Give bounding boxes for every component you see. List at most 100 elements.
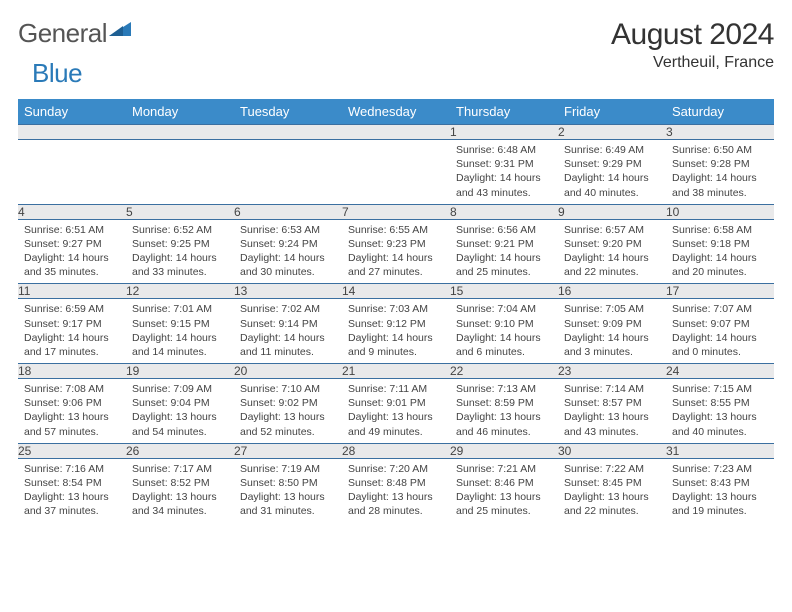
day-details-cell: Sunrise: 7:09 AMSunset: 9:04 PMDaylight:… bbox=[126, 379, 234, 444]
day-details: Sunrise: 7:15 AMSunset: 8:55 PMDaylight:… bbox=[666, 379, 774, 443]
day-details: Sunrise: 6:50 AMSunset: 9:28 PMDaylight:… bbox=[666, 140, 774, 204]
day-details: Sunrise: 6:56 AMSunset: 9:21 PMDaylight:… bbox=[450, 220, 558, 284]
day-number-cell: 27 bbox=[234, 443, 342, 458]
day-details: Sunrise: 7:23 AMSunset: 8:43 PMDaylight:… bbox=[666, 459, 774, 523]
calendar-table: SundayMondayTuesdayWednesdayThursdayFrid… bbox=[18, 99, 774, 522]
day-number-cell: 21 bbox=[342, 364, 450, 379]
day-details: Sunrise: 7:22 AMSunset: 8:45 PMDaylight:… bbox=[558, 459, 666, 523]
day-number-cell: 14 bbox=[342, 284, 450, 299]
calendar-head: SundayMondayTuesdayWednesdayThursdayFrid… bbox=[18, 99, 774, 125]
day-number-cell: 7 bbox=[342, 204, 450, 219]
day-details: Sunrise: 7:16 AMSunset: 8:54 PMDaylight:… bbox=[18, 459, 126, 523]
details-row: Sunrise: 7:16 AMSunset: 8:54 PMDaylight:… bbox=[18, 458, 774, 522]
day-number-cell: 30 bbox=[558, 443, 666, 458]
day-details-cell: Sunrise: 6:59 AMSunset: 9:17 PMDaylight:… bbox=[18, 299, 126, 364]
day-details: Sunrise: 7:17 AMSunset: 8:52 PMDaylight:… bbox=[126, 459, 234, 523]
day-details: Sunrise: 7:19 AMSunset: 8:50 PMDaylight:… bbox=[234, 459, 342, 523]
day-details-cell: Sunrise: 6:56 AMSunset: 9:21 PMDaylight:… bbox=[450, 219, 558, 284]
day-details: Sunrise: 7:10 AMSunset: 9:02 PMDaylight:… bbox=[234, 379, 342, 443]
day-number-cell: 29 bbox=[450, 443, 558, 458]
day-number-cell: 15 bbox=[450, 284, 558, 299]
day-details: Sunrise: 7:21 AMSunset: 8:46 PMDaylight:… bbox=[450, 459, 558, 523]
day-details-cell: Sunrise: 6:57 AMSunset: 9:20 PMDaylight:… bbox=[558, 219, 666, 284]
day-header: Tuesday bbox=[234, 99, 342, 125]
day-details: Sunrise: 6:55 AMSunset: 9:23 PMDaylight:… bbox=[342, 220, 450, 284]
day-number-cell: 5 bbox=[126, 204, 234, 219]
month-title: August 2024 bbox=[611, 18, 774, 52]
daynum-row: 45678910 bbox=[18, 204, 774, 219]
day-number-cell: 19 bbox=[126, 364, 234, 379]
day-number-cell: 17 bbox=[666, 284, 774, 299]
day-details-cell: Sunrise: 7:08 AMSunset: 9:06 PMDaylight:… bbox=[18, 379, 126, 444]
day-details: Sunrise: 6:59 AMSunset: 9:17 PMDaylight:… bbox=[18, 299, 126, 363]
daynum-row: 11121314151617 bbox=[18, 284, 774, 299]
daynum-row: 25262728293031 bbox=[18, 443, 774, 458]
details-row: Sunrise: 6:48 AMSunset: 9:31 PMDaylight:… bbox=[18, 140, 774, 205]
day-details-cell bbox=[234, 140, 342, 205]
day-details: Sunrise: 7:01 AMSunset: 9:15 PMDaylight:… bbox=[126, 299, 234, 363]
day-details: Sunrise: 7:20 AMSunset: 8:48 PMDaylight:… bbox=[342, 459, 450, 523]
day-details: Sunrise: 6:58 AMSunset: 9:18 PMDaylight:… bbox=[666, 220, 774, 284]
day-details-cell: Sunrise: 7:16 AMSunset: 8:54 PMDaylight:… bbox=[18, 458, 126, 522]
day-details-cell: Sunrise: 6:58 AMSunset: 9:18 PMDaylight:… bbox=[666, 219, 774, 284]
day-number-cell: 16 bbox=[558, 284, 666, 299]
day-details: Sunrise: 6:53 AMSunset: 9:24 PMDaylight:… bbox=[234, 220, 342, 284]
day-details-cell: Sunrise: 7:17 AMSunset: 8:52 PMDaylight:… bbox=[126, 458, 234, 522]
day-details-cell: Sunrise: 6:53 AMSunset: 9:24 PMDaylight:… bbox=[234, 219, 342, 284]
day-number-cell: 24 bbox=[666, 364, 774, 379]
day-details-cell: Sunrise: 6:52 AMSunset: 9:25 PMDaylight:… bbox=[126, 219, 234, 284]
calendar-body: 123Sunrise: 6:48 AMSunset: 9:31 PMDaylig… bbox=[18, 125, 774, 523]
day-number-cell bbox=[342, 125, 450, 140]
day-number-cell: 3 bbox=[666, 125, 774, 140]
day-details: Sunrise: 7:11 AMSunset: 9:01 PMDaylight:… bbox=[342, 379, 450, 443]
day-number-cell: 4 bbox=[18, 204, 126, 219]
day-number-cell: 8 bbox=[450, 204, 558, 219]
day-number-cell: 22 bbox=[450, 364, 558, 379]
day-details: Sunrise: 6:52 AMSunset: 9:25 PMDaylight:… bbox=[126, 220, 234, 284]
day-details-cell: Sunrise: 7:04 AMSunset: 9:10 PMDaylight:… bbox=[450, 299, 558, 364]
daynum-row: 18192021222324 bbox=[18, 364, 774, 379]
day-details-cell: Sunrise: 7:23 AMSunset: 8:43 PMDaylight:… bbox=[666, 458, 774, 522]
day-details-cell: Sunrise: 6:55 AMSunset: 9:23 PMDaylight:… bbox=[342, 219, 450, 284]
day-header: Wednesday bbox=[342, 99, 450, 125]
day-details-cell bbox=[18, 140, 126, 205]
day-details-cell: Sunrise: 7:20 AMSunset: 8:48 PMDaylight:… bbox=[342, 458, 450, 522]
day-details-cell: Sunrise: 7:02 AMSunset: 9:14 PMDaylight:… bbox=[234, 299, 342, 364]
day-number-cell: 11 bbox=[18, 284, 126, 299]
day-number-cell: 31 bbox=[666, 443, 774, 458]
day-details: Sunrise: 7:07 AMSunset: 9:07 PMDaylight:… bbox=[666, 299, 774, 363]
day-details-cell: Sunrise: 6:50 AMSunset: 9:28 PMDaylight:… bbox=[666, 140, 774, 205]
brand-mark-icon bbox=[109, 12, 131, 43]
day-details: Sunrise: 6:51 AMSunset: 9:27 PMDaylight:… bbox=[18, 220, 126, 284]
daynum-row: 123 bbox=[18, 125, 774, 140]
day-number-cell bbox=[126, 125, 234, 140]
day-details: Sunrise: 7:04 AMSunset: 9:10 PMDaylight:… bbox=[450, 299, 558, 363]
day-number-cell: 6 bbox=[234, 204, 342, 219]
day-details-cell: Sunrise: 7:13 AMSunset: 8:59 PMDaylight:… bbox=[450, 379, 558, 444]
day-details-cell: Sunrise: 7:05 AMSunset: 9:09 PMDaylight:… bbox=[558, 299, 666, 364]
day-header: Thursday bbox=[450, 99, 558, 125]
day-number-cell: 10 bbox=[666, 204, 774, 219]
day-details-cell: Sunrise: 7:07 AMSunset: 9:07 PMDaylight:… bbox=[666, 299, 774, 364]
brand-part2: Blue bbox=[32, 58, 82, 89]
day-details: Sunrise: 7:03 AMSunset: 9:12 PMDaylight:… bbox=[342, 299, 450, 363]
day-details-cell: Sunrise: 7:10 AMSunset: 9:02 PMDaylight:… bbox=[234, 379, 342, 444]
day-details-cell: Sunrise: 7:15 AMSunset: 8:55 PMDaylight:… bbox=[666, 379, 774, 444]
brand-part1: General bbox=[18, 18, 107, 49]
day-details: Sunrise: 7:02 AMSunset: 9:14 PMDaylight:… bbox=[234, 299, 342, 363]
day-details: Sunrise: 7:05 AMSunset: 9:09 PMDaylight:… bbox=[558, 299, 666, 363]
day-details: Sunrise: 6:48 AMSunset: 9:31 PMDaylight:… bbox=[450, 140, 558, 204]
day-header: Monday bbox=[126, 99, 234, 125]
day-details-cell: Sunrise: 6:49 AMSunset: 9:29 PMDaylight:… bbox=[558, 140, 666, 205]
day-details: Sunrise: 6:57 AMSunset: 9:20 PMDaylight:… bbox=[558, 220, 666, 284]
day-details-cell: Sunrise: 7:14 AMSunset: 8:57 PMDaylight:… bbox=[558, 379, 666, 444]
day-number-cell: 25 bbox=[18, 443, 126, 458]
day-number-cell: 20 bbox=[234, 364, 342, 379]
day-details-cell bbox=[126, 140, 234, 205]
day-details: Sunrise: 7:08 AMSunset: 9:06 PMDaylight:… bbox=[18, 379, 126, 443]
details-row: Sunrise: 6:51 AMSunset: 9:27 PMDaylight:… bbox=[18, 219, 774, 284]
day-details: Sunrise: 7:14 AMSunset: 8:57 PMDaylight:… bbox=[558, 379, 666, 443]
day-details-cell: Sunrise: 6:51 AMSunset: 9:27 PMDaylight:… bbox=[18, 219, 126, 284]
day-number-cell: 26 bbox=[126, 443, 234, 458]
day-number-cell: 28 bbox=[342, 443, 450, 458]
